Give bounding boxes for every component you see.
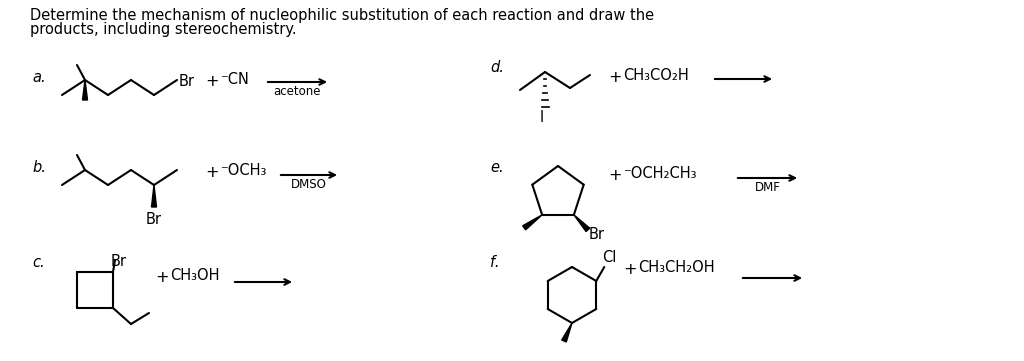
Text: +: + — [608, 168, 622, 183]
Text: e.: e. — [490, 160, 504, 175]
Text: Br: Br — [589, 227, 605, 242]
Text: products, including stereochemistry.: products, including stereochemistry. — [30, 22, 297, 37]
Text: ⁻OCH₂CH₃: ⁻OCH₂CH₃ — [623, 166, 696, 181]
Text: ⁻CN: ⁻CN — [220, 72, 249, 87]
Text: CH₃CO₂H: CH₃CO₂H — [623, 68, 689, 83]
Text: I: I — [540, 110, 544, 125]
Text: +: + — [205, 165, 218, 180]
Text: +: + — [155, 270, 169, 285]
Text: DMSO: DMSO — [291, 178, 327, 191]
Text: Determine the mechanism of nucleophilic substitution of each reaction and draw t: Determine the mechanism of nucleophilic … — [30, 8, 654, 23]
Text: Cl: Cl — [602, 250, 616, 265]
Text: DMF: DMF — [755, 181, 780, 194]
Text: f.: f. — [490, 255, 500, 270]
Polygon shape — [83, 80, 87, 100]
Text: Br: Br — [179, 74, 195, 89]
Polygon shape — [522, 215, 542, 230]
Text: CH₃OH: CH₃OH — [170, 268, 219, 283]
Polygon shape — [562, 323, 572, 342]
Text: d.: d. — [490, 60, 504, 75]
Text: ⁻OCH₃: ⁻OCH₃ — [220, 163, 266, 178]
Text: Br: Br — [111, 254, 127, 269]
Text: a.: a. — [32, 70, 46, 85]
Polygon shape — [152, 185, 157, 207]
Text: acetone: acetone — [273, 85, 322, 98]
Text: c.: c. — [32, 255, 45, 270]
Text: +: + — [608, 70, 622, 85]
Text: +: + — [623, 262, 637, 277]
Text: CH₃CH₂OH: CH₃CH₂OH — [638, 260, 715, 275]
Text: Br: Br — [146, 212, 162, 227]
Text: b.: b. — [32, 160, 46, 175]
Polygon shape — [573, 215, 590, 231]
Text: +: + — [205, 74, 218, 89]
